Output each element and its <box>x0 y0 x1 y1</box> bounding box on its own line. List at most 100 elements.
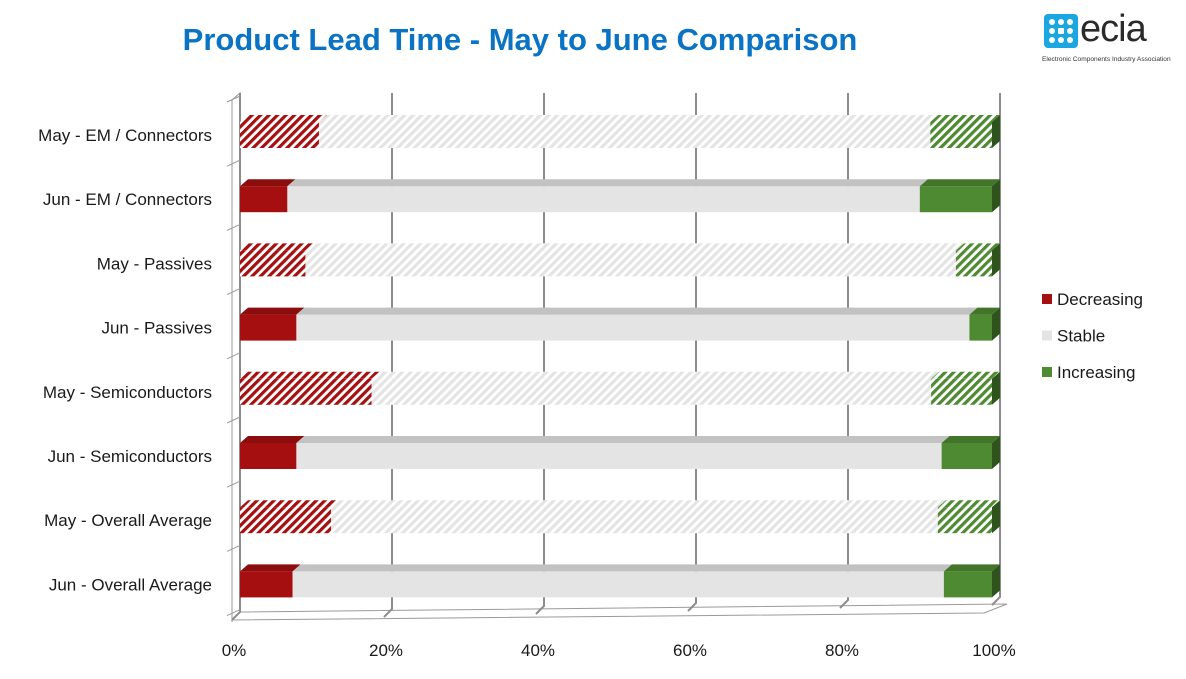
bar-side <box>992 179 1000 213</box>
bar-segment-decreasing <box>240 179 296 213</box>
bar-top <box>287 179 928 187</box>
y-axis-tick <box>226 159 241 167</box>
bar-top <box>318 115 939 122</box>
bar-front <box>969 314 992 341</box>
x-tick-label: 60% <box>673 641 707 660</box>
bar-side <box>992 371 1000 405</box>
bar-top <box>330 500 946 508</box>
plot-floor <box>230 603 1008 621</box>
bar-front <box>240 186 288 213</box>
bar-top <box>240 500 339 508</box>
bar-segment-increasing <box>955 243 1000 277</box>
bar-side <box>992 307 1000 341</box>
bar-top <box>240 179 296 187</box>
x-tick-label: 80% <box>825 641 859 660</box>
bar-front <box>240 443 297 469</box>
gridline <box>687 93 697 612</box>
bar-front <box>292 571 944 598</box>
x-tick-label: 40% <box>521 641 555 660</box>
x-tick-label: 0% <box>222 641 247 660</box>
bar-top <box>296 436 950 443</box>
bar-side <box>992 500 1000 534</box>
bar-front <box>240 378 372 405</box>
bar-front <box>305 250 956 277</box>
bar-top <box>240 307 305 315</box>
category-label: May - Semiconductors <box>43 383 212 402</box>
bar-top <box>240 371 380 379</box>
bar-front <box>296 314 970 341</box>
bar-segment-stable <box>296 307 978 341</box>
legend-label: Decreasing <box>1057 290 1143 309</box>
bar-segment-stable <box>330 500 946 534</box>
bar-segment-increasing <box>919 179 1000 213</box>
y-axis-tick <box>226 609 241 617</box>
bar-side <box>992 436 1000 469</box>
bar-segment-decreasing <box>240 307 305 341</box>
bar-segment-stable <box>296 436 950 469</box>
bar-top <box>296 307 978 315</box>
y-axis-tick <box>226 544 241 552</box>
category-label: May - EM / Connectors <box>38 126 212 145</box>
y-axis-tick <box>226 480 241 488</box>
bar-top <box>919 179 1000 187</box>
category-label: May - Passives <box>97 254 212 273</box>
category-label: May - Overall Average <box>44 511 212 530</box>
bar-front <box>943 571 992 598</box>
bar-segment-increasing <box>937 500 1000 534</box>
bar-top <box>955 243 1000 251</box>
legend-swatch <box>1042 330 1052 341</box>
bar-top <box>371 371 940 379</box>
bar-segment-stable <box>318 115 939 148</box>
bar-top <box>305 243 964 251</box>
bar-segment-stable <box>305 243 964 277</box>
bar-segment-decreasing <box>240 371 380 405</box>
x-tick-label: 100% <box>972 641 1015 660</box>
bar-segment-increasing <box>943 564 1000 598</box>
legend-label: Increasing <box>1057 363 1135 382</box>
plot-side-wall <box>231 91 241 622</box>
bar-top <box>240 564 301 572</box>
bar-front <box>240 250 306 277</box>
bar-segment-decreasing <box>240 564 301 598</box>
bar-top <box>930 115 1000 122</box>
category-label: Jun - Passives <box>101 319 212 338</box>
bar-front <box>240 507 331 534</box>
y-axis-tick <box>226 416 241 424</box>
logo-wordmark: ecia <box>1080 8 1147 50</box>
legend-swatch <box>1042 367 1052 377</box>
bar-segment-stable <box>371 371 940 405</box>
bar-side <box>992 115 1000 148</box>
category-label: Jun - Overall Average <box>49 575 212 594</box>
bar-segment-increasing <box>969 307 1000 341</box>
bar-top <box>931 371 1000 379</box>
ecia-logo-mark-icon <box>1044 14 1078 48</box>
bar-segment-increasing <box>930 115 1000 148</box>
ecia-logo: ecia Electronic Components Industry Asso… <box>1040 8 1180 70</box>
bar-front <box>931 378 992 405</box>
gridline <box>535 93 545 615</box>
y-axis-tick <box>226 95 241 103</box>
bar-segment-decreasing <box>240 115 327 148</box>
bar-side <box>992 564 1000 598</box>
x-tick-label: 20% <box>369 641 403 660</box>
legend-swatch <box>1042 294 1052 304</box>
bar-top <box>941 436 1000 443</box>
bar-top <box>240 243 314 251</box>
bar-front <box>318 122 931 148</box>
bar-front <box>919 186 992 213</box>
bar-top <box>292 564 952 572</box>
bar-segment-stable <box>287 179 928 213</box>
bar-top <box>943 564 1000 572</box>
bar-front <box>240 571 293 598</box>
logo-tagline: Electronic Components Industry Associati… <box>1042 56 1171 63</box>
chart-title: Product Lead Time - May to June Comparis… <box>182 22 858 57</box>
category-label: Jun - Semiconductors <box>48 447 212 466</box>
bar-top <box>937 500 1000 508</box>
bar-segment-stable <box>292 564 952 598</box>
bar-segment-decreasing <box>240 500 339 534</box>
bar-top <box>240 115 327 122</box>
bar-front <box>955 250 992 277</box>
bar-front <box>296 443 942 469</box>
